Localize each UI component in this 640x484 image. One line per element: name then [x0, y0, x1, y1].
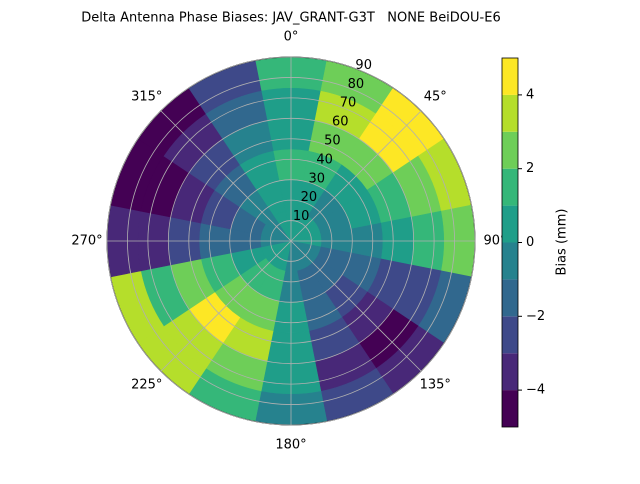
colorbar-segment	[502, 316, 518, 354]
colorbar-segment	[502, 242, 518, 280]
theta-tick-label: 45°	[424, 89, 447, 104]
colorbar-tick-label: 0	[526, 235, 534, 250]
theta-tick-label: 0°	[284, 30, 299, 45]
r-tick-label: 70	[340, 96, 357, 111]
r-tick-label: 20	[301, 190, 318, 205]
r-tick-label: 10	[293, 209, 310, 224]
grid-spoke	[290, 240, 422, 372]
grid-spoke	[160, 110, 292, 242]
colorbar-segment	[502, 168, 518, 206]
r-tick-label: 40	[316, 152, 333, 167]
r-tick-label: 60	[332, 115, 349, 130]
r-tick-label: 90	[355, 58, 372, 73]
theta-tick-label: 315°	[131, 89, 162, 104]
colorbar-segment	[502, 131, 518, 169]
colorbar-segment	[502, 205, 518, 243]
colorbar-segment	[502, 390, 518, 427]
r-tick-label: 50	[324, 134, 341, 149]
r-tick-label: 30	[308, 171, 325, 186]
theta-tick-label: 90°	[483, 234, 506, 249]
theta-tick-label: 180°	[275, 438, 306, 453]
colorbar-segment	[502, 353, 518, 391]
colorbar-tick-label: −2	[526, 309, 545, 324]
colorbar-tick-label: −4	[526, 383, 545, 398]
colorbar-tick-label: 2	[526, 161, 534, 176]
colorbar-segment	[502, 279, 518, 317]
theta-tick-label: 225°	[131, 378, 162, 393]
colorbar-segment	[502, 58, 518, 95]
chart-title: Delta Antenna Phase Biases: JAV_GRANT-G3…	[81, 11, 500, 26]
r-tick-label: 80	[348, 77, 365, 92]
grid-spoke	[290, 110, 422, 242]
colorbar-tick-label: 4	[526, 87, 534, 102]
colorbar-label: Bias (mm)	[555, 209, 570, 276]
grid-spoke	[160, 240, 292, 372]
colorbar-segment	[502, 94, 518, 132]
theta-tick-label: 270°	[71, 234, 102, 249]
theta-tick-label: 135°	[420, 378, 451, 393]
